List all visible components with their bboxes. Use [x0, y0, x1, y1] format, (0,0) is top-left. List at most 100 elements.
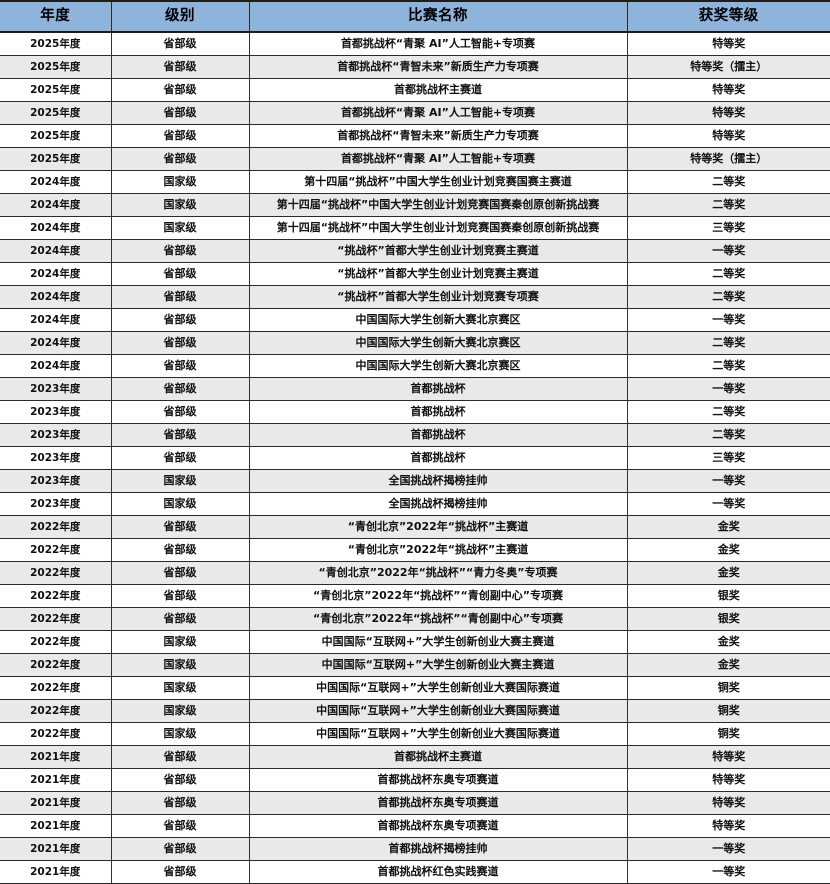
table-row: 2024年度 省部级 “挑战杯”首都大学生创业计划竞赛主赛道 二等奖 [0, 262, 830, 286]
cell-year: 2024年度 [0, 216, 112, 240]
cell-award: 一等奖 [626, 860, 830, 884]
table-row: 2021年度 省部级 首都挑战杯红色实践赛道 一等奖 [0, 860, 830, 884]
cell-contest: 全国挑战杯揭榜挂帅 [248, 492, 628, 516]
cell-contest: 首都挑战杯主赛道 [248, 745, 628, 769]
cell-award: 特等奖 [626, 32, 830, 56]
cell-award: 铜奖 [626, 722, 830, 746]
table-row: 2024年度 省部级 “挑战杯”首都大学生创业计划竞赛专项赛 二等奖 [0, 285, 830, 309]
table-row: 2024年度 省部级 “挑战杯”首都大学生创业计划竞赛主赛道 一等奖 [0, 239, 830, 263]
table-row: 2023年度 省部级 首都挑战杯 二等奖 [0, 400, 830, 424]
table-row: 2023年度 国家级 全国挑战杯揭榜挂帅 一等奖 [0, 469, 830, 493]
cell-award: 二等奖 [626, 262, 830, 286]
column-header-level: 级别 [110, 0, 250, 33]
cell-contest: 全国挑战杯揭榜挂帅 [248, 469, 628, 493]
cell-level: 省部级 [110, 446, 250, 470]
cell-contest: 第十四届“挑战杯”中国大学生创业计划竞赛国赛秦创原创新挑战赛 [248, 216, 628, 240]
cell-level: 省部级 [110, 607, 250, 631]
table-row: 2022年度 国家级 中国国际“互联网+”大学生创新创业大赛主赛道 金奖 [0, 630, 830, 654]
cell-contest: 中国国际“互联网+”大学生创新创业大赛国际赛道 [248, 699, 628, 723]
cell-level: 省部级 [110, 515, 250, 539]
cell-level: 省部级 [110, 285, 250, 309]
cell-contest: 首都挑战杯“青智未来”新质生产力专项赛 [248, 55, 628, 79]
cell-level: 国家级 [110, 492, 250, 516]
cell-level: 国家级 [110, 722, 250, 746]
cell-contest: “挑战杯”首都大学生创业计划竞赛主赛道 [248, 262, 628, 286]
cell-year: 2024年度 [0, 239, 112, 263]
table-row: 2025年度 省部级 首都挑战杯主赛道 特等奖 [0, 78, 830, 102]
cell-year: 2021年度 [0, 860, 112, 884]
cell-level: 国家级 [110, 699, 250, 723]
cell-award: 三等奖 [626, 446, 830, 470]
table-row: 2021年度 省部级 首都挑战杯主赛道 特等奖 [0, 745, 830, 769]
cell-year: 2025年度 [0, 55, 112, 79]
cell-year: 2022年度 [0, 515, 112, 539]
cell-award: 特等奖 [626, 814, 830, 838]
table-body: 2025年度 省部级 首都挑战杯“青聚 AI”人工智能+专项赛 特等奖 2025年度 省部… [0, 32, 830, 884]
cell-award: 特等奖 [626, 768, 830, 792]
cell-contest: 首都挑战杯 [248, 377, 628, 401]
table-row: 2021年度 省部级 首都挑战杯东奥专项赛道 特等奖 [0, 768, 830, 792]
cell-award: 金奖 [626, 630, 830, 654]
cell-contest: 首都挑战杯东奥专项赛道 [248, 768, 628, 792]
cell-year: 2022年度 [0, 653, 112, 677]
cell-year: 2025年度 [0, 101, 112, 125]
cell-contest: 首都挑战杯红色实践赛道 [248, 860, 628, 884]
cell-year: 2023年度 [0, 492, 112, 516]
cell-year: 2023年度 [0, 400, 112, 424]
cell-contest: 中国国际“互联网+”大学生创新创业大赛主赛道 [248, 653, 628, 677]
cell-award: 一等奖 [626, 469, 830, 493]
cell-year: 2021年度 [0, 814, 112, 838]
cell-year: 2024年度 [0, 308, 112, 332]
cell-award: 铜奖 [626, 676, 830, 700]
cell-contest: 首都挑战杯 [248, 446, 628, 470]
table-row: 2024年度 国家级 第十四届“挑战杯”中国大学生创业计划竞赛国赛主赛道 二等奖 [0, 170, 830, 194]
cell-award: 银奖 [626, 584, 830, 608]
cell-year: 2025年度 [0, 78, 112, 102]
cell-award: 二等奖 [626, 170, 830, 194]
cell-level: 省部级 [110, 101, 250, 125]
cell-contest: 中国国际大学生创新大赛北京赛区 [248, 331, 628, 355]
table-row: 2022年度 省部级 “青创北京”2022年“挑战杯”主赛道 金奖 [0, 538, 830, 562]
cell-award: 一等奖 [626, 239, 830, 263]
cell-award: 二等奖 [626, 331, 830, 355]
cell-level: 省部级 [110, 55, 250, 79]
cell-year: 2024年度 [0, 331, 112, 355]
cell-contest: 第十四届“挑战杯”中国大学生创业计划竞赛国赛主赛道 [248, 170, 628, 194]
cell-award: 特等奖 [626, 791, 830, 815]
cell-year: 2022年度 [0, 676, 112, 700]
table-row: 2022年度 国家级 中国国际“互联网+”大学生创新创业大赛国际赛道 铜奖 [0, 676, 830, 700]
table-row: 2022年度 省部级 “青创北京”2022年“挑战杯”“青力冬奥”专项赛 金奖 [0, 561, 830, 585]
cell-year: 2022年度 [0, 630, 112, 654]
cell-year: 2022年度 [0, 607, 112, 631]
table-row: 2024年度 国家级 第十四届“挑战杯”中国大学生创业计划竞赛国赛秦创原创新挑战赛三… [0, 216, 830, 240]
cell-award: 金奖 [626, 561, 830, 585]
table-header: 年度 级别 比赛名称 获奖等级 [0, 0, 830, 33]
cell-award: 特等奖 [626, 124, 830, 148]
cell-year: 2022年度 [0, 722, 112, 746]
cell-level: 国家级 [110, 676, 250, 700]
column-header-award: 获奖等级 [626, 0, 830, 33]
cell-award: 一等奖 [626, 837, 830, 861]
cell-contest: 首都挑战杯 [248, 423, 628, 447]
cell-contest: 首都挑战杯“青聚 AI”人工智能+专项赛 [248, 32, 628, 56]
cell-award: 特等奖（擂主） [626, 147, 830, 171]
table-row: 2025年度 省部级 首都挑战杯“青聚 AI”人工智能+专项赛 特等奖 [0, 32, 830, 56]
cell-level: 省部级 [110, 860, 250, 884]
cell-contest: “青创北京”2022年“挑战杯”“青创副中心”专项赛 [248, 607, 628, 631]
cell-level: 省部级 [110, 32, 250, 56]
cell-level: 国家级 [110, 193, 250, 217]
cell-level: 省部级 [110, 124, 250, 148]
table-row: 2022年度 国家级 中国国际“互联网+”大学生创新创业大赛国际赛道 铜奖 [0, 699, 830, 723]
cell-level: 省部级 [110, 791, 250, 815]
cell-level: 国家级 [110, 469, 250, 493]
cell-award: 金奖 [626, 515, 830, 539]
cell-level: 省部级 [110, 584, 250, 608]
cell-level: 省部级 [110, 262, 250, 286]
cell-award: 金奖 [626, 653, 830, 677]
cell-award: 三等奖 [626, 216, 830, 240]
cell-level: 省部级 [110, 377, 250, 401]
table-row: 2024年度 省部级 中国国际大学生创新大赛北京赛区 二等奖 [0, 331, 830, 355]
table-row: 2023年度 省部级 首都挑战杯 二等奖 [0, 423, 830, 447]
cell-year: 2021年度 [0, 745, 112, 769]
